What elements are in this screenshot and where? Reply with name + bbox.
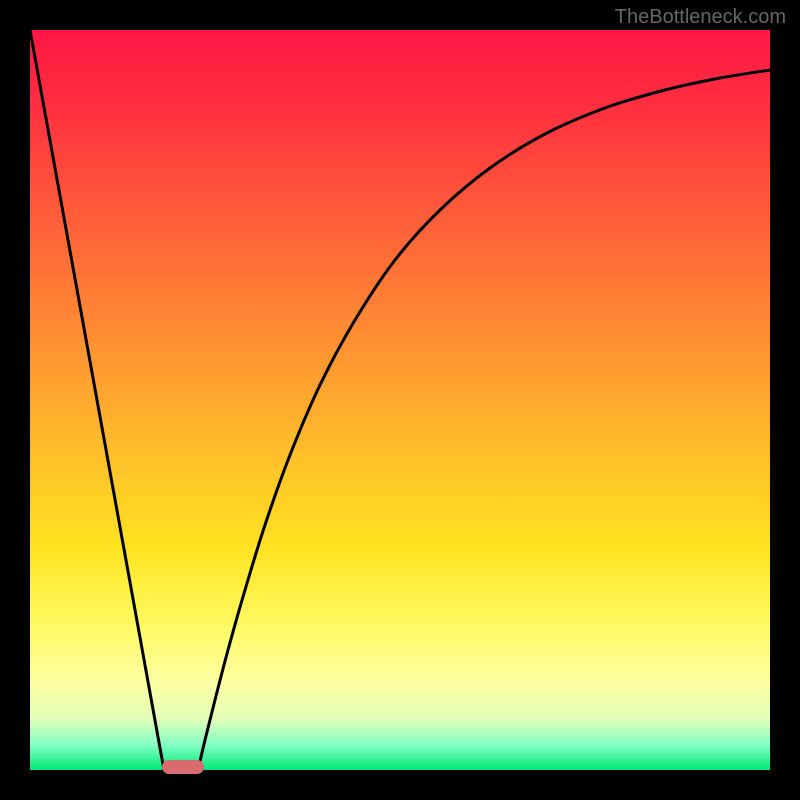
watermark-text: TheBottleneck.com bbox=[615, 6, 786, 29]
optimal-marker bbox=[162, 760, 204, 774]
bottleneck-chart: TheBottleneck.com bbox=[0, 0, 800, 800]
chart-background bbox=[30, 30, 770, 770]
chart-svg bbox=[0, 0, 800, 800]
